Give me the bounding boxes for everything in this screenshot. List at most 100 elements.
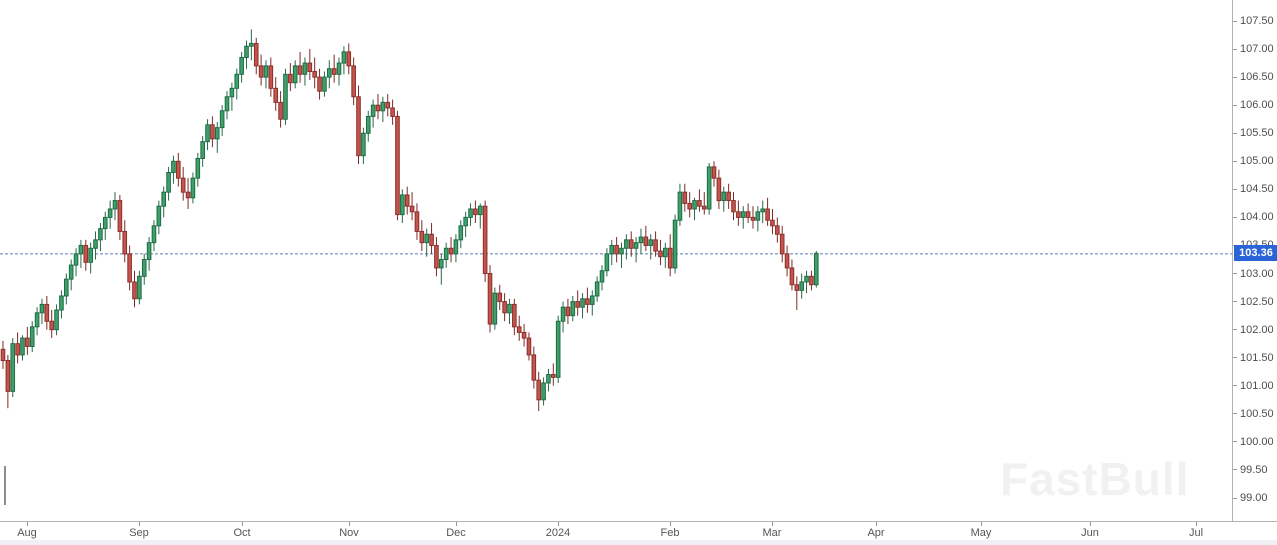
candle-body[interactable] [219, 110, 225, 129]
candle-body[interactable] [531, 354, 537, 381]
candle-body[interactable] [0, 348, 6, 362]
candle-body[interactable] [789, 267, 795, 286]
candle-body[interactable] [794, 284, 800, 291]
candle-body[interactable] [292, 65, 298, 84]
candle-body[interactable] [507, 303, 512, 314]
candle-body[interactable] [25, 337, 30, 347]
candle-body[interactable] [599, 270, 605, 283]
candle-body[interactable] [365, 115, 371, 134]
candle-body[interactable] [64, 278, 69, 297]
candle-body[interactable] [536, 379, 542, 401]
candle-body[interactable] [546, 374, 551, 384]
candle-body[interactable] [585, 298, 590, 305]
candle-body[interactable] [492, 292, 498, 325]
candle-body[interactable] [395, 115, 400, 216]
candle-body[interactable] [448, 247, 454, 255]
candle-body[interactable] [604, 253, 610, 272]
candle-body[interactable] [244, 45, 249, 58]
candle-body[interactable] [20, 337, 25, 356]
candle-body[interactable] [190, 177, 196, 199]
candle-body[interactable] [551, 374, 556, 378]
candle-body[interactable] [706, 166, 712, 210]
candle-body[interactable] [88, 247, 93, 263]
candle-body[interactable] [516, 326, 522, 333]
candle-body[interactable] [477, 205, 483, 216]
candle-body[interactable] [44, 303, 50, 322]
candle-body[interactable] [370, 104, 376, 117]
candle-body[interactable] [127, 253, 132, 283]
time-axis[interactable]: Aug Sep Oct Nov Dec 2024 Feb Mar Apr May Jun Jul [0, 521, 1277, 541]
candle-body[interactable] [497, 292, 503, 303]
candle-body[interactable] [770, 219, 775, 227]
candle-body[interactable] [341, 51, 347, 64]
candle-body[interactable] [614, 244, 619, 255]
candle-body[interactable] [736, 211, 741, 218]
candle-body[interactable] [93, 239, 98, 249]
candle-body[interactable] [273, 87, 279, 103]
candle-body[interactable] [716, 177, 722, 202]
candle-body[interactable] [658, 250, 663, 258]
candle-body[interactable] [302, 62, 308, 75]
candle-body[interactable] [409, 205, 415, 213]
candle-body[interactable] [624, 239, 629, 249]
candle-body[interactable] [663, 247, 668, 258]
candle-body[interactable] [102, 216, 108, 230]
candle-body[interactable] [697, 200, 702, 207]
candle-body[interactable] [619, 247, 624, 255]
candle-body[interactable] [385, 101, 391, 109]
candle-body[interactable] [458, 225, 464, 241]
candle-body[interactable] [443, 247, 449, 261]
candle-body[interactable] [775, 225, 780, 235]
candle-body[interactable] [429, 233, 434, 246]
candle-body[interactable] [726, 191, 731, 202]
candle-body[interactable] [390, 107, 395, 117]
candle-body[interactable] [580, 298, 585, 308]
candle-body[interactable] [49, 320, 55, 331]
candle-body[interactable] [711, 166, 717, 179]
candle-body[interactable] [721, 191, 727, 202]
candle-body[interactable] [326, 68, 332, 78]
candle-body[interactable] [541, 382, 546, 401]
candle-body[interactable] [224, 96, 230, 112]
candle-body[interactable] [239, 56, 244, 75]
candle-body[interactable] [560, 306, 566, 322]
candle-body[interactable] [288, 73, 293, 84]
candle-body[interactable] [526, 337, 532, 356]
candle-body[interactable] [185, 191, 191, 199]
candle-body[interactable] [176, 160, 181, 179]
candle-body[interactable] [682, 191, 688, 204]
candle-body[interactable] [380, 101, 386, 112]
candle-body[interactable] [555, 320, 561, 378]
candle-body[interactable] [779, 233, 785, 255]
candle-body[interactable] [10, 343, 16, 392]
candle-body[interactable] [628, 239, 634, 249]
candle-body[interactable] [234, 73, 240, 89]
candle-body[interactable] [419, 230, 425, 244]
candle-body[interactable] [750, 216, 756, 221]
candle-body[interactable] [404, 194, 410, 207]
candle-body[interactable] [361, 132, 366, 157]
candle-body[interactable] [434, 244, 439, 269]
candle-body[interactable] [809, 275, 814, 286]
candle-body[interactable] [375, 104, 381, 112]
candle-body[interactable] [482, 205, 488, 275]
candle-body[interactable] [745, 211, 751, 218]
candle-body[interactable] [512, 303, 517, 328]
candle-body[interactable] [351, 65, 356, 98]
candle-body[interactable] [414, 211, 420, 232]
candle-body[interactable] [214, 127, 220, 140]
candle-body[interactable] [755, 211, 761, 221]
candle-body[interactable] [687, 202, 692, 210]
candle-body[interactable] [39, 303, 45, 314]
candle-body[interactable] [400, 194, 405, 216]
candle-body[interactable] [643, 236, 649, 246]
candle-body[interactable] [784, 253, 790, 269]
candle-body[interactable] [83, 244, 89, 263]
candle-body[interactable] [278, 101, 283, 120]
candle-body[interactable] [336, 62, 342, 75]
candle-body[interactable] [112, 200, 118, 210]
candle-body[interactable] [502, 301, 507, 314]
candle-body[interactable] [473, 208, 478, 216]
candle-body[interactable] [653, 239, 658, 252]
candle-body[interactable] [166, 172, 171, 193]
